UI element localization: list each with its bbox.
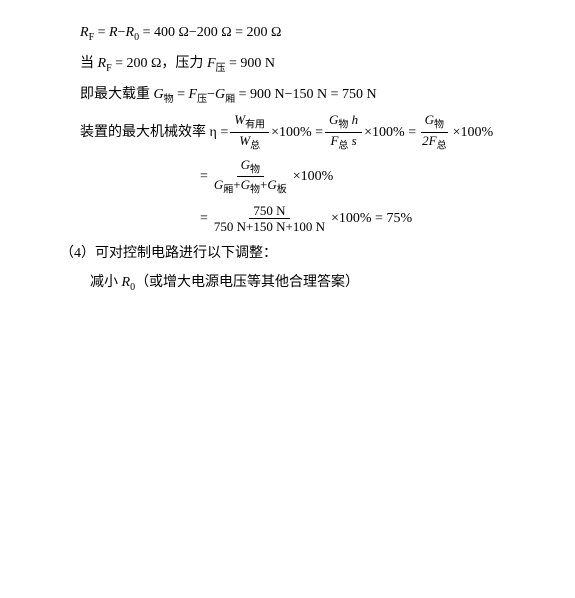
equation-line-1: RF = R−R0 = 400 Ω−200 Ω = 200 Ω xyxy=(30,20,545,47)
fraction-w: W有用 W总 xyxy=(230,112,269,152)
answer-line-8: 减小 R0（或增大电源电压等其他合理答案） xyxy=(30,270,545,297)
answer-line-7: （4）可对控制电路进行以下调整： xyxy=(30,241,545,266)
equation-line-2: 当 RF = 200 Ω，压力 F压 = 900 N xyxy=(30,51,545,78)
fraction-numeric: 750 N 750 N+150 N+100 N xyxy=(210,203,329,235)
equation-line-6: = 750 N 750 N+150 N+100 N ×100% = 75% xyxy=(30,203,545,235)
fraction-g-sum: G物 G厢+G物+G板 xyxy=(210,157,291,197)
equation-line-4: 装置的最大机械效率 η = W有用 W总 ×100% = G物 h F总 s ×… xyxy=(30,112,545,152)
fraction-g-2f: G物 2F总 xyxy=(418,112,450,152)
fraction-gh-fs: G物 h F总 s xyxy=(325,112,362,152)
equation-line-3: 即最大载重 G物 = F压−G厢 = 900 N−150 N = 750 N xyxy=(30,82,545,109)
equation-line-5: = G物 G厢+G物+G板 ×100% xyxy=(30,157,545,197)
